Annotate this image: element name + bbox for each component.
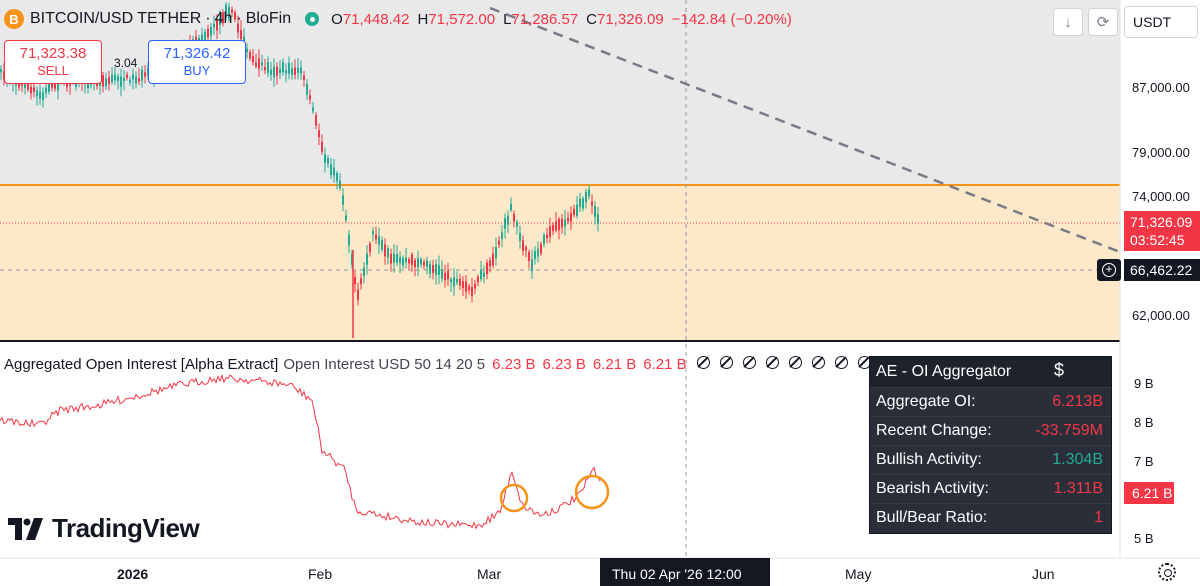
buy-label: BUY — [183, 63, 211, 78]
na-value-icon — [788, 356, 802, 369]
symbol-legend[interactable]: B BITCOIN/USD TETHER · 4h · BloFin O71,4… — [4, 9, 792, 29]
oi-panel-row: Recent Change: -33.759M — [870, 416, 1111, 445]
crosshair-price-label: 66,462.22 — [1124, 259, 1200, 281]
tradingview-logo-text: TradingView — [52, 513, 200, 543]
plus-icon: + — [1102, 263, 1116, 277]
symbol-interval[interactable]: 4h — [214, 10, 233, 27]
ohlc-high: H71,572.00 — [417, 10, 496, 28]
indicator-args: Open Interest USD 50 14 20 5 — [283, 356, 486, 373]
open-interest-line — [0, 373, 601, 530]
arrow-down-icon: ↓ — [1064, 13, 1072, 31]
price-axis-label: 74,000.00 — [1132, 189, 1190, 204]
crosshair-time-label: Thu 02 Apr '26 12:00 — [600, 558, 770, 586]
price-axis-label: 87,000.00 — [1132, 80, 1190, 95]
current-price-value: 71,326.09 — [1130, 214, 1193, 230]
upper-price-area — [0, 0, 1120, 186]
buy-button[interactable]: 71,326.42 BUY — [148, 40, 246, 84]
demand-zone — [0, 186, 1120, 341]
tradingview-logo[interactable]: TradingView — [8, 513, 200, 544]
indicator-value: 6.23 B — [542, 356, 586, 373]
settings-gear-icon[interactable] — [1158, 563, 1176, 581]
trend-line[interactable] — [489, 6, 1121, 254]
market-open-status-icon[interactable] — [305, 12, 320, 26]
sell-price: 71,323.38 — [19, 45, 87, 62]
symbol-name[interactable]: BITCOIN/USD TETHER — [30, 10, 202, 27]
bar-countdown: 03:52:45 — [1130, 232, 1185, 248]
oi-panel-header: AE - OI Aggregator $ — [870, 357, 1111, 387]
price-change: −142.84 (−0.20%) — [671, 10, 792, 28]
scroll-down-button[interactable]: ↓ — [1053, 8, 1083, 36]
oi-axis-label: 8 B — [1134, 415, 1154, 430]
oi-row-value: -33.759M — [1035, 422, 1103, 439]
dollar-icon: $ — [1053, 360, 1064, 380]
oi-panel-rows: Aggregate OI: 6.213B Recent Change: -33.759… — [870, 387, 1111, 532]
symbol-exchange[interactable]: BloFin — [245, 10, 292, 27]
sell-button[interactable]: 71,323.38 SELL — [4, 40, 102, 84]
oi-aggregator-table: AE - OI Aggregator $ Aggregate OI: 6.213B… — [869, 356, 1112, 534]
refresh-icon: ⟳ — [1096, 14, 1110, 31]
indicator-value: 6.23 B — [492, 356, 536, 373]
oi-panel-title: AE - OI Aggregator — [876, 363, 1012, 380]
na-values — [687, 356, 871, 373]
na-value-icon — [742, 356, 756, 369]
oi-row-label: Recent Change: — [876, 422, 992, 439]
price-axis-label: 62,000.00 — [1132, 308, 1190, 323]
oi-row-label: Bullish Activity: — [876, 451, 982, 468]
oi-row-value: 1 — [1094, 509, 1103, 526]
sell-label: SELL — [37, 63, 69, 78]
tradingview-logo-icon — [8, 517, 43, 540]
time-axis-label: Mar — [477, 566, 502, 582]
time-axis-label: Jun — [1032, 566, 1055, 582]
oi-current-badge: 6.21 B — [1124, 482, 1174, 504]
add-alert-button[interactable]: + — [1097, 259, 1121, 281]
oi-row-value: 1.311B — [1053, 480, 1103, 497]
indicator-value: 6.21 B — [592, 356, 637, 373]
ohlc-close: C71,326.09 — [586, 10, 664, 28]
legend-separator: · — [236, 10, 242, 27]
na-value-icon — [765, 356, 779, 369]
oi-panel-row: Aggregate OI: 6.213B — [870, 387, 1111, 416]
oi-row-value: 6.213B — [1052, 393, 1103, 410]
time-axis-label: May — [845, 566, 872, 582]
oi-highlight-circle-2 — [574, 474, 610, 510]
indicator-title[interactable]: Aggregated Open Interest [Alpha Extract] — [4, 356, 279, 373]
price-axis-label: 79,000.00 — [1132, 145, 1190, 160]
na-value-icon — [811, 356, 825, 369]
oi-row-label: Bearish Activity: — [876, 480, 989, 497]
ohlc-open: O71,448.42 — [331, 10, 410, 28]
buy-price: 71,326.42 — [163, 45, 231, 62]
reset-chart-button[interactable]: ⟳ — [1088, 8, 1118, 36]
bitcoin-icon: B — [4, 9, 24, 29]
currency-select[interactable]: USDT — [1124, 6, 1198, 38]
indicator-value: 6.21 B — [643, 356, 687, 373]
oi-axis-label: 7 B — [1134, 454, 1154, 469]
time-axis-label: Feb — [308, 566, 333, 582]
ohlc-low: L71,286.57 — [503, 10, 579, 28]
na-value-icon — [834, 356, 848, 369]
oi-axis-label: 9 B — [1134, 376, 1154, 391]
oi-panel-row: Bull/Bear Ratio: 1 — [870, 503, 1111, 532]
indicator-legend[interactable]: Aggregated Open Interest [Alpha Extract]… — [4, 356, 871, 373]
spread-value: 3.04 — [114, 56, 138, 70]
oi-row-value: 1.304B — [1052, 451, 1103, 468]
oi-panel-row: Bullish Activity: 1.304B — [870, 445, 1111, 474]
oi-highlight-circle-1 — [499, 483, 529, 513]
oi-row-label: Bull/Bear Ratio: — [876, 509, 988, 526]
oi-panel-row: Bearish Activity: 1.311B — [870, 474, 1111, 503]
na-value-icon — [696, 356, 710, 369]
time-axis-label: 2026 — [117, 566, 149, 582]
na-value-icon — [719, 356, 733, 369]
oi-axis-label: 5 B — [1134, 531, 1154, 546]
current-price-badge: 71,326.09 03:52:45 — [1124, 211, 1200, 251]
oi-row-label: Aggregate OI: — [876, 393, 976, 410]
legend-separator: · — [205, 10, 211, 27]
